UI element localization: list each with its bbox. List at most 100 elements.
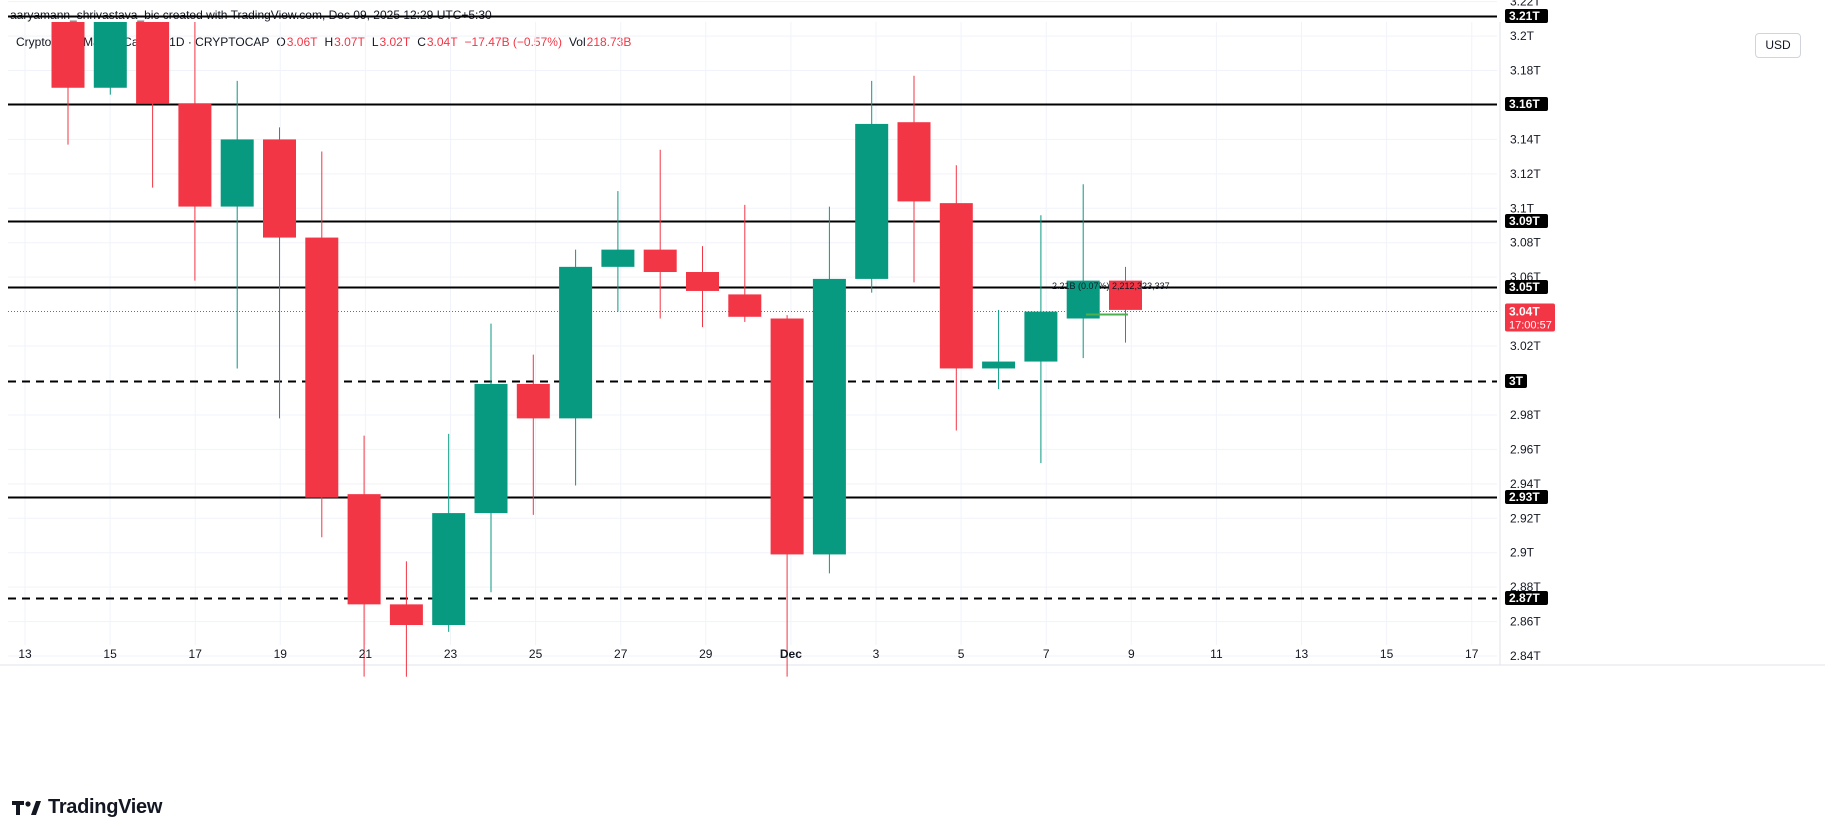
candle-body: [136, 22, 170, 104]
candle-body: [220, 139, 254, 207]
level-label-bg: [1505, 280, 1548, 294]
time-tick-label: 27: [614, 647, 628, 661]
level-label-bg: [1505, 97, 1548, 111]
price-tick-label: 3.12T: [1510, 167, 1541, 181]
open-label: O: [276, 35, 286, 49]
price-tick-label: 3.1T: [1510, 201, 1535, 215]
close-label: C: [417, 35, 426, 49]
time-axis[interactable]: 13 15 17 19 21 23 25 27 29 Dec 3 5 7 9 11 13 15 17: [18, 647, 1478, 661]
level-price-label[interactable]: 3.21T: [1505, 9, 1548, 23]
time-tick-label: Dec: [780, 647, 802, 661]
level-label-text: 3.16T: [1509, 97, 1540, 111]
candle-body: [263, 139, 296, 238]
time-tick-label: 3: [873, 647, 880, 661]
brand-name: TradingView: [48, 795, 163, 818]
candle-body: [770, 318, 804, 555]
horizontal-levels: [8, 15, 1497, 600]
candle: [686, 246, 719, 328]
level-price-label[interactable]: 3.16T: [1505, 97, 1548, 111]
price-tick-label: 2.92T: [1510, 511, 1541, 525]
chart-credit: aaryamann_shrivastava_bic created with T…: [10, 8, 492, 22]
candle-body: [474, 383, 508, 514]
level-label-bg: [1505, 374, 1527, 388]
price-tick-label: 2.88T: [1510, 580, 1541, 594]
bar-countdown: 17:00:57: [1509, 320, 1552, 332]
candle: [51, 22, 85, 145]
price-tick-label: 2.9T: [1510, 546, 1535, 560]
price-axis[interactable]: 2.84T 2.86T 2.88T 2.9T 2.92T 2.94T 2.96T 2.98T 3…: [1505, 0, 1555, 663]
candle: [432, 433, 466, 632]
candle: [897, 75, 931, 283]
candlesticks: [51, 22, 1142, 677]
candle-body: [1066, 280, 1100, 319]
price-tick-label: 2.84T: [1510, 649, 1541, 663]
currency-button[interactable]: USD: [1755, 33, 1801, 58]
chart-grid: [0, 1, 1825, 666]
level-label-text: 3.21T: [1509, 9, 1540, 23]
change-value: −17.47B (−0.57%): [464, 35, 562, 49]
level-label-text: 2.87T: [1509, 591, 1540, 605]
level-label-bg: [1505, 591, 1548, 605]
price-tick-label: 2.94T: [1510, 477, 1541, 491]
price-tick-label: 3.22T: [1510, 0, 1541, 9]
high-value: 3.07T: [334, 35, 365, 49]
candle: [728, 204, 762, 322]
last-price-value: 3.04T: [1509, 305, 1540, 319]
level-label-bg: [1505, 9, 1548, 23]
time-tick-label: 7: [1043, 647, 1050, 661]
level-price-label[interactable]: 3.05T: [1505, 280, 1548, 294]
level-price-label[interactable]: 2.93T: [1505, 490, 1548, 504]
time-tick-label: 19: [274, 647, 288, 661]
time-tick-label: 23: [444, 647, 458, 661]
low-label: L: [371, 35, 379, 49]
candle-body: [178, 103, 212, 207]
level-label-text: 3.09T: [1509, 214, 1540, 228]
level-price-label[interactable]: 3T: [1505, 374, 1527, 388]
level-label-text: 2.93T: [1509, 490, 1540, 504]
chart-annotations: 2.21B (0.07%) 2,212,323,337: [1052, 281, 1170, 316]
candle: [178, 22, 212, 281]
time-tick-label: 5: [958, 647, 965, 661]
time-tick-label: 29: [699, 647, 713, 661]
candle-body: [686, 272, 719, 291]
last-price-bg: [1505, 303, 1555, 332]
volume-label: Vol: [568, 35, 586, 49]
candle-body: [982, 361, 1016, 369]
candle: [93, 22, 127, 95]
price-tick-label: 3.2T: [1510, 29, 1535, 43]
candle: [982, 309, 1016, 390]
open-value: 3.06T: [286, 35, 318, 49]
brand-logo[interactable]: TradingView: [12, 795, 162, 819]
candle: [305, 151, 339, 538]
candle-body: [347, 494, 381, 605]
candle-body: [432, 513, 466, 626]
volume-value: 218.73B: [586, 35, 632, 49]
price-tick-label: 3.02T: [1510, 339, 1541, 353]
candle: [939, 165, 973, 431]
candle-body: [1109, 280, 1142, 310]
candle-body: [601, 249, 635, 267]
level-price-label[interactable]: 2.87T: [1505, 591, 1548, 605]
candle: [855, 80, 889, 293]
time-tick-label: 21: [359, 647, 373, 661]
price-tick-label: 2.86T: [1510, 615, 1541, 629]
candle-body: [812, 278, 846, 555]
candle: [347, 435, 381, 677]
candle: [812, 206, 846, 574]
candle: [1024, 215, 1058, 464]
level-price-label[interactable]: 3.09T: [1505, 214, 1548, 228]
candle: [643, 149, 677, 319]
level-label-bg: [1505, 214, 1548, 228]
time-tick-label: 13: [18, 647, 32, 661]
candle-body: [516, 383, 550, 419]
level-label-text: 3.05T: [1509, 280, 1540, 294]
price-tick-label: 3.08T: [1510, 236, 1541, 250]
tradingview-logo-icon: [12, 801, 41, 815]
price-tick-label: 2.96T: [1510, 442, 1541, 456]
candle-body: [897, 122, 931, 202]
candle-body: [559, 266, 593, 419]
time-tick-label: 13: [1295, 647, 1309, 661]
high-label: H: [324, 35, 334, 49]
